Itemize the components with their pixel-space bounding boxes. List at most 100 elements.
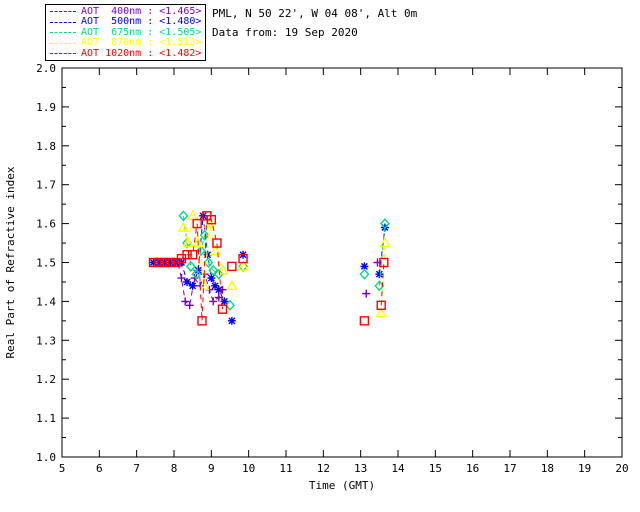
legend-item-label: AOT 1020nm : <1.482> xyxy=(81,47,202,59)
plot-frame xyxy=(61,67,623,458)
legend-item-label: AOT 400nm : <1.465> xyxy=(81,5,202,17)
plus-marker xyxy=(181,297,190,306)
series-line xyxy=(378,227,386,275)
asterisk-marker xyxy=(211,281,220,290)
diamond-marker xyxy=(195,245,206,257)
triangle-marker xyxy=(375,307,387,318)
x-axis-title: Time (GMT) xyxy=(309,479,375,492)
asterisk-marker xyxy=(166,258,175,267)
square-marker xyxy=(217,304,228,314)
x-tick-label: 8 xyxy=(171,462,178,475)
square-marker xyxy=(376,300,386,310)
diamond-marker xyxy=(208,264,219,276)
y-tick-label: 2.0 xyxy=(36,62,56,75)
square-marker xyxy=(154,257,164,268)
legend-dashed-line-sample xyxy=(50,53,76,54)
y-tick-label: 1.5 xyxy=(36,257,56,270)
asterisk-marker xyxy=(194,266,203,275)
triangle-marker xyxy=(216,264,229,275)
triangle-marker xyxy=(209,244,221,256)
series-line xyxy=(182,215,220,276)
x-tick-label: 13 xyxy=(354,462,367,475)
legend-item-label: AOT 870nm : <1.513> xyxy=(81,37,202,48)
legend-item-label: AOT 500nm : <1.480> xyxy=(81,16,202,27)
plus-marker xyxy=(177,274,186,283)
square-marker xyxy=(206,215,217,225)
square-marker xyxy=(182,250,192,260)
diamond-marker xyxy=(359,268,370,280)
legend: AOT 400nm : <1.465> AOT 500nm : <1.480> … xyxy=(45,4,206,61)
asterisk-marker xyxy=(188,281,197,290)
legend-item-400nm: AOT 400nm : <1.465> xyxy=(50,5,205,17)
square-marker xyxy=(159,257,170,268)
x-tick-label: 15 xyxy=(429,462,442,475)
x-tick-label: 20 xyxy=(615,462,628,475)
station-location-text: PML, N 50 22', W 04 08', Alt 0m xyxy=(212,7,418,20)
square-marker xyxy=(148,257,159,268)
legend-item-500nm: AOT 500nm : <1.480> xyxy=(50,17,205,27)
x-tick-label: 9 xyxy=(208,462,215,475)
plus-marker xyxy=(362,289,371,298)
diamond-marker xyxy=(238,260,249,272)
diamond-marker xyxy=(213,268,224,280)
diamond-marker xyxy=(199,229,210,241)
y-tick-label: 1.1 xyxy=(36,412,56,425)
asterisk-marker xyxy=(214,285,223,294)
asterisk-marker xyxy=(227,316,236,325)
legend-item-1020nm: AOT 1020nm : <1.482> xyxy=(50,47,205,59)
x-tick-label: 17 xyxy=(503,462,516,475)
x-tick-label: 18 xyxy=(541,462,554,475)
square-marker xyxy=(212,238,222,248)
series-aot-675nm xyxy=(178,210,390,311)
square-marker xyxy=(192,218,202,229)
square-marker xyxy=(197,316,207,326)
series-line xyxy=(380,262,385,306)
asterisk-marker xyxy=(360,262,369,271)
y-tick-label: 1.2 xyxy=(36,373,56,386)
diamond-marker xyxy=(178,210,189,222)
legend-item-label: AOT 675nm : <1.505> xyxy=(81,26,202,38)
legend-dashed-line-sample xyxy=(50,21,76,23)
x-tick-label: 6 xyxy=(96,462,103,475)
triangle-marker xyxy=(182,237,194,248)
square-marker xyxy=(238,253,248,264)
y-tick-label: 1.8 xyxy=(36,140,56,153)
triangle-marker xyxy=(192,237,204,248)
diamond-marker xyxy=(379,218,390,230)
asterisk-marker xyxy=(220,297,229,306)
x-tick-label: 5 xyxy=(59,462,66,475)
data-date-text: Data from: 19 Sep 2020 xyxy=(212,26,358,39)
x-tick-label: 7 xyxy=(133,462,140,475)
plus-marker xyxy=(185,301,194,310)
triangle-marker xyxy=(379,237,391,248)
triangle-marker xyxy=(237,260,249,271)
square-marker xyxy=(165,257,175,268)
diamond-marker xyxy=(191,268,202,280)
square-marker xyxy=(227,261,237,272)
diamond-marker xyxy=(185,260,196,272)
asterisk-marker xyxy=(155,258,164,267)
x-tick-label: 16 xyxy=(466,462,479,475)
x-tick-label: 11 xyxy=(279,462,292,475)
square-marker xyxy=(187,250,198,260)
x-tick-label: 10 xyxy=(242,462,255,475)
y-tick-label: 1.6 xyxy=(36,218,56,231)
legend-item-675nm: AOT 675nm : <1.505> xyxy=(50,26,205,38)
legend-dashed-line-sample xyxy=(50,11,76,12)
legend-dashed-line-sample xyxy=(50,42,76,44)
x-tick-label: 12 xyxy=(317,462,330,475)
y-tick-label: 1.7 xyxy=(36,179,56,192)
triangle-marker xyxy=(177,221,190,232)
x-tick-label: 14 xyxy=(391,462,405,475)
y-axis-title: Real Part of Refractive index xyxy=(4,166,17,358)
triangle-marker xyxy=(226,279,238,291)
diamond-marker xyxy=(225,299,235,311)
y-tick-label: 1.4 xyxy=(36,295,56,308)
x-tick-label: 19 xyxy=(578,462,591,475)
legend-dashed-line-sample xyxy=(50,32,76,33)
asterisk-marker xyxy=(183,277,192,286)
asterisk-marker xyxy=(207,274,216,283)
y-tick-label: 1.9 xyxy=(36,101,56,114)
y-tick-label: 1.0 xyxy=(36,451,56,464)
